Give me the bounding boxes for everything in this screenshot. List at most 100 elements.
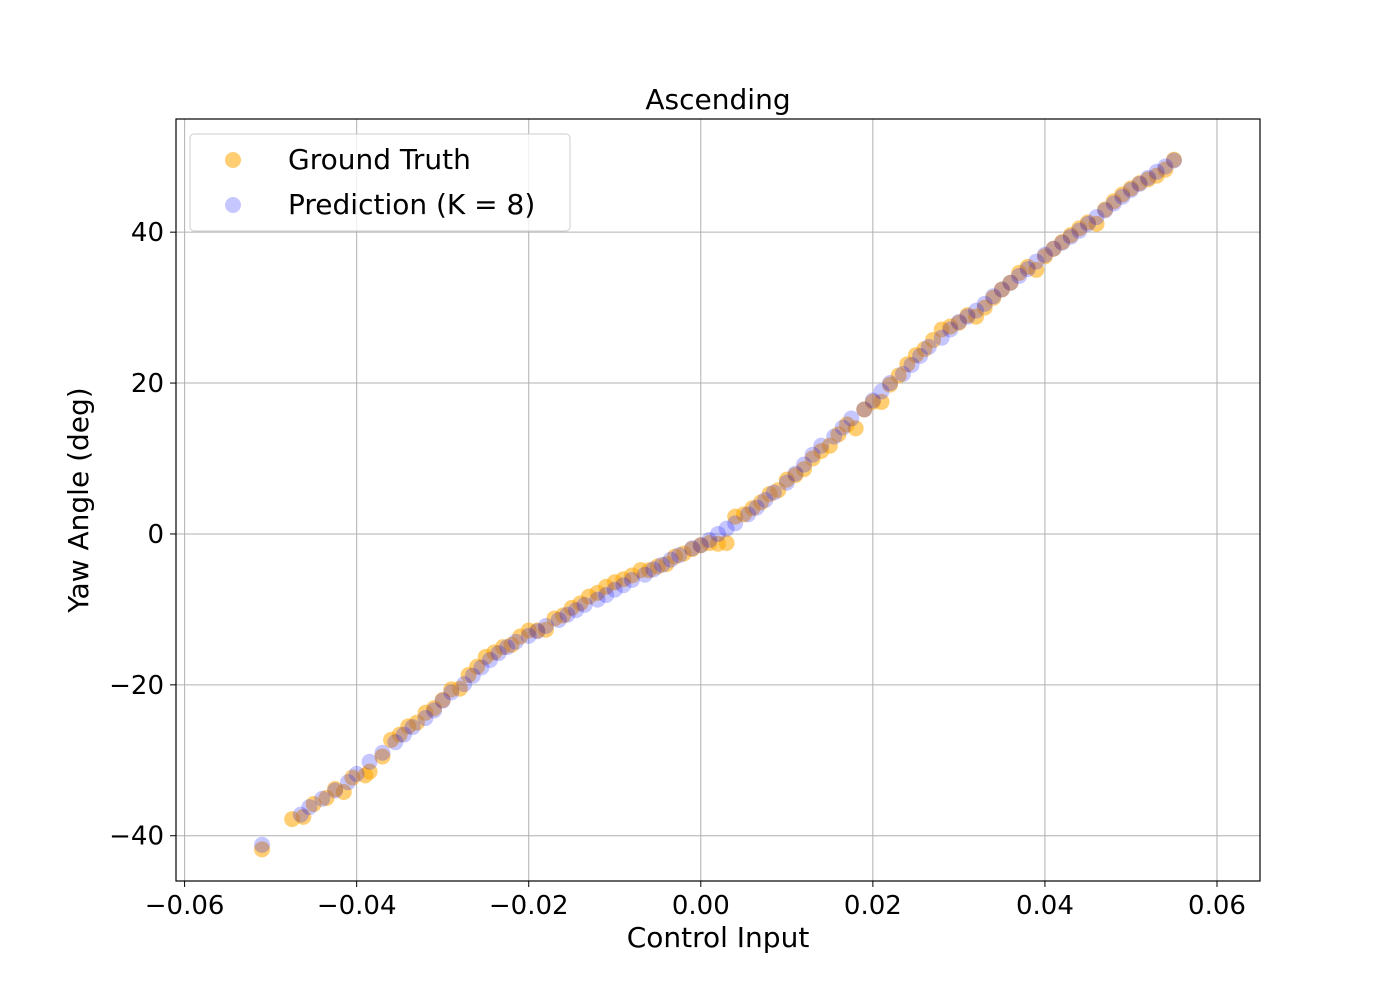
prediction-point [662,551,679,568]
prediction-point [1122,181,1139,198]
chart-title: Ascending [645,83,790,116]
prediction-point [1028,253,1045,270]
prediction-point [912,347,929,364]
ground-truth-point [335,783,352,800]
prediction-point [361,753,378,770]
prediction-point [404,719,421,736]
prediction-point [623,571,640,588]
ground-truth-point [925,332,942,349]
prediction-point [520,627,537,644]
x-tick-label: 0.04 [1016,891,1074,921]
prediction-point [1097,202,1114,219]
series-0 [254,151,1182,858]
ground-truth-point [796,461,813,478]
prediction-point [701,531,718,548]
ground-truth-point [254,841,271,858]
prediction-point [864,392,881,409]
prediction-point [727,515,744,532]
prediction-point [529,623,546,640]
prediction-point [654,556,671,573]
prediction-point [482,651,499,668]
legend-marker-prediction [225,197,241,213]
ground-truth-point [718,535,735,552]
x-tick-label: 0.02 [844,891,902,921]
prediction-point [645,561,662,578]
x-axis-label: Control Input [627,921,810,954]
prediction-point [933,329,950,346]
prediction-point [748,499,765,516]
prediction-point [968,302,985,319]
prediction-point [826,428,843,445]
ground-truth-point [1165,151,1182,168]
prediction-point [314,790,331,807]
prediction-point [710,525,726,542]
prediction-point [985,288,1002,305]
prediction-point [327,782,344,799]
series-1 [254,152,1182,853]
y-tick-label: −40 [109,822,164,852]
prediction-point [1062,228,1079,245]
ground-truth-point [361,763,378,780]
prediction-point [473,659,490,676]
ground-truth-point [295,808,312,825]
prediction-point [740,506,757,523]
y-tick-label: 20 [131,369,164,399]
prediction-point [1054,234,1071,251]
prediction-point [254,836,271,853]
prediction-point [1079,215,1096,232]
prediction-point [1131,175,1148,192]
legend-label-prediction: Prediction (K = 8) [288,188,535,221]
prediction-point [636,566,653,583]
prediction-point [426,702,443,719]
prediction-point [692,537,709,554]
prediction-point [507,633,524,650]
prediction-point [903,356,920,373]
prediction-point [920,338,937,355]
x-tick-label: −0.04 [317,891,397,921]
ground-truth-point [873,393,890,410]
prediction-point [615,577,632,594]
prediction-point [1045,240,1062,257]
prediction-point [757,492,774,508]
y-tick-label: 40 [131,218,164,248]
ground-truth-point [1088,215,1105,232]
prediction-point [1011,267,1028,284]
ground-truth-point [451,680,468,697]
ground-truth-point [344,769,361,786]
prediction-point [387,734,404,751]
y-axis-label: Yaw Angle (deg) [62,387,95,613]
data-points [254,151,1182,858]
prediction-point [1114,188,1131,205]
prediction-point [589,591,606,608]
legend-marker-ground-truth [225,152,241,168]
prediction-point [1002,274,1019,291]
ground-truth-point [537,621,554,638]
prediction-point [417,710,434,727]
prediction-point [843,410,860,427]
ground-truth-point [1028,261,1045,278]
prediction-point [942,321,959,338]
prediction-point [464,667,481,684]
prediction-point [1071,222,1088,239]
y-tick-label: 0 [147,520,164,550]
prediction-point [348,765,365,782]
prediction-point [456,676,473,693]
prediction-point [499,639,516,656]
prediction-point [834,419,851,436]
prediction-point [395,726,412,743]
x-tick-label: 0.06 [1188,891,1246,921]
prediction-point [856,401,873,418]
ground-truth-point [770,482,787,499]
prediction-point [550,611,567,628]
prediction-point [684,540,701,557]
ground-truth-point [890,367,907,384]
grid-lines [176,119,1260,881]
prediction-point [765,484,782,501]
legend-label-ground-truth: Ground Truth [288,143,471,176]
ground-truth-point [305,796,322,813]
prediction-point [959,308,976,325]
legend-box [189,133,571,232]
prediction-point [1165,152,1182,169]
legend: Ground Truth Prediction (K = 8) [189,133,571,232]
